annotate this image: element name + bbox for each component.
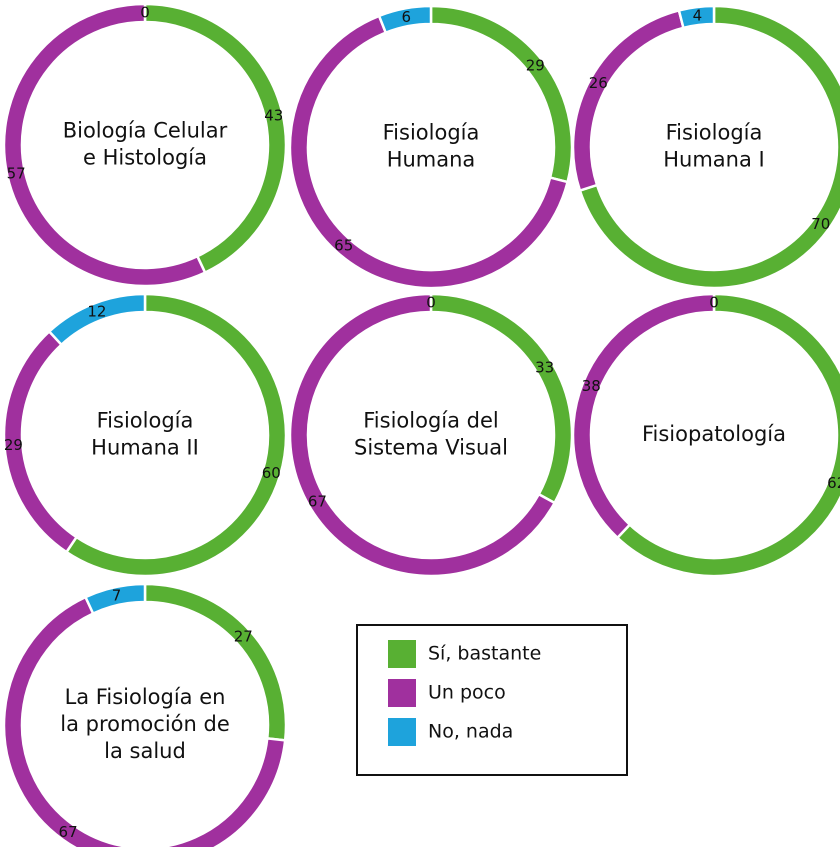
chart-title: La Fisiología en — [65, 685, 226, 709]
legend-label: No, nada — [428, 721, 513, 743]
chart-title: Humana — [387, 148, 476, 172]
chart-title: la promoción de — [60, 712, 230, 736]
donut-segment — [429, 292, 574, 505]
donut-segment — [83, 582, 147, 616]
chart-title: Fisiología — [666, 121, 763, 145]
chart-title: Fisiología — [97, 409, 194, 433]
value-label: 4 — [693, 7, 703, 25]
donut-segment — [47, 292, 147, 347]
value-label: 60 — [262, 464, 281, 482]
chart-title: Fisiología — [383, 121, 480, 145]
value-label: 38 — [582, 377, 601, 395]
donut-segment — [677, 4, 716, 30]
value-label: 12 — [87, 303, 106, 321]
value-label: 26 — [589, 74, 608, 92]
value-label: 29 — [526, 57, 545, 75]
value-label: 7 — [112, 587, 122, 605]
value-label: 0 — [426, 294, 436, 312]
chart-title: Sistema Visual — [354, 436, 508, 460]
value-label: 62 — [827, 474, 840, 492]
value-label: 67 — [308, 493, 327, 511]
chart-title: e Histología — [83, 146, 207, 170]
legend-label: Sí, bastante — [428, 643, 541, 665]
value-label: 6 — [401, 8, 411, 26]
legend-swatch — [388, 679, 416, 707]
value-label: 27 — [234, 627, 253, 645]
donut-segment — [377, 4, 433, 35]
donut-segment — [288, 292, 557, 578]
value-label: 57 — [7, 164, 26, 182]
chart-title: Fisiología del — [363, 409, 499, 433]
value-label: 0 — [709, 294, 719, 312]
legend-swatch — [388, 718, 416, 746]
value-label: 0 — [140, 4, 150, 22]
value-label: 43 — [264, 107, 283, 125]
chart-title: Biología Celular — [63, 119, 228, 143]
chart-title: Humana II — [91, 436, 199, 460]
value-label: 67 — [59, 823, 78, 841]
legend-label: Un poco — [428, 682, 506, 704]
donut-segment — [571, 292, 716, 540]
legend-swatch — [388, 640, 416, 668]
value-label: 29 — [4, 436, 23, 454]
chart-title: la salud — [104, 739, 186, 763]
value-label: 65 — [334, 237, 353, 255]
value-label: 33 — [535, 358, 554, 376]
chart-title: Humana I — [663, 148, 764, 172]
chart-title: Fisiopatología — [642, 422, 786, 446]
value-label: 70 — [811, 215, 830, 233]
donut-segment — [2, 2, 207, 288]
